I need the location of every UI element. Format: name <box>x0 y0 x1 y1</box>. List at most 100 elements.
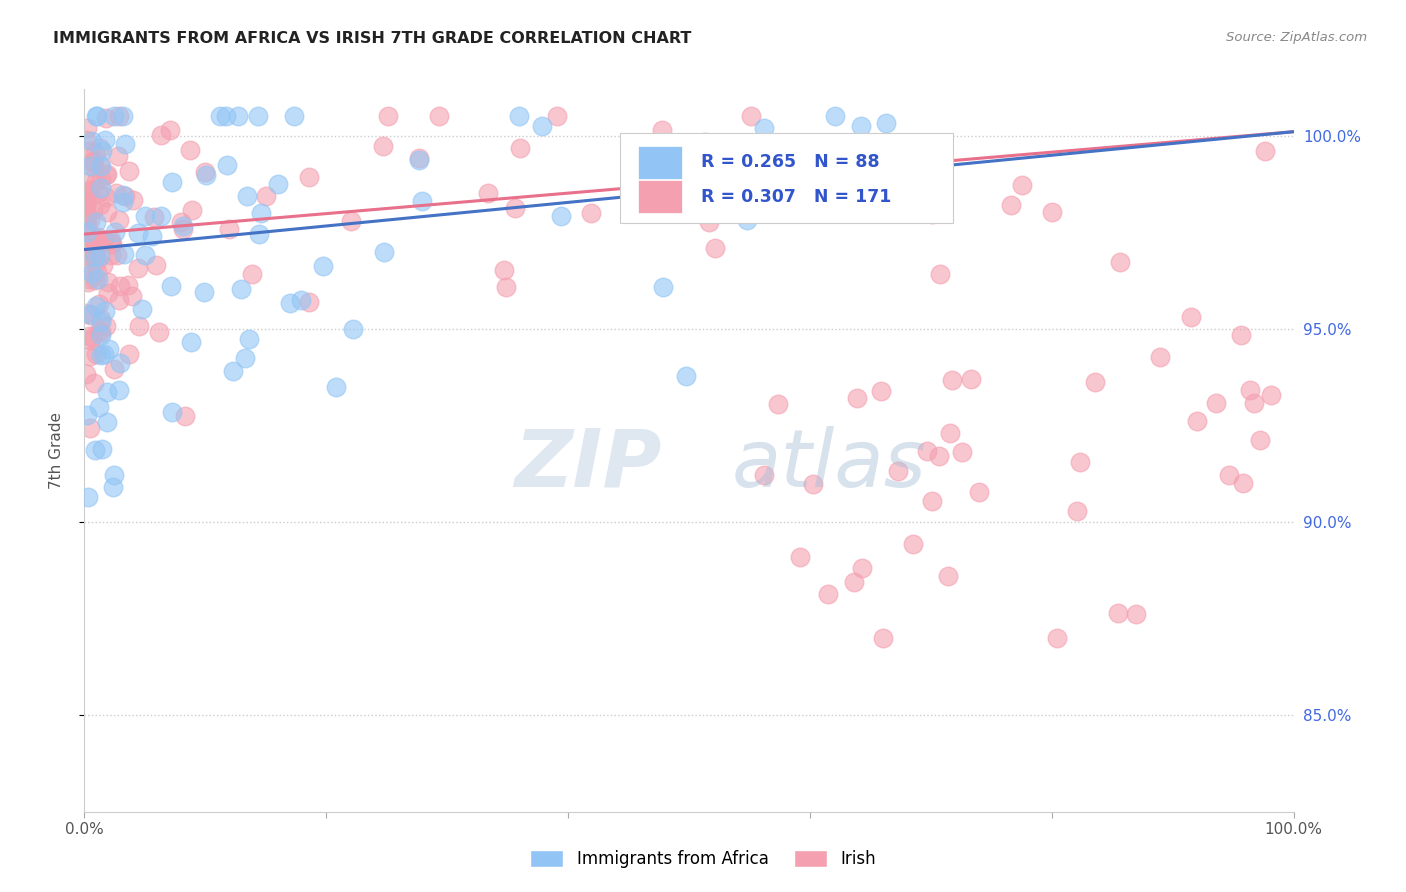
Point <box>83 161 105 175</box>
Point <box>110 356 132 370</box>
Point <box>1232 475 1254 490</box>
Point <box>939 426 962 441</box>
Point <box>240 268 263 282</box>
Point <box>266 178 288 192</box>
Point <box>546 109 568 123</box>
Point <box>650 168 672 182</box>
Point <box>90 326 112 340</box>
Point <box>76 120 98 135</box>
Point <box>90 159 112 173</box>
Point <box>1149 350 1171 364</box>
Point <box>84 249 107 263</box>
Point <box>969 485 991 500</box>
Point <box>1084 375 1107 389</box>
Point <box>97 285 120 300</box>
Point <box>101 481 124 495</box>
Point <box>80 172 103 186</box>
Point <box>79 144 101 158</box>
Point <box>846 391 869 405</box>
Point <box>150 128 173 143</box>
Point <box>82 203 104 218</box>
Point <box>903 537 925 551</box>
Point <box>82 153 104 168</box>
Point <box>1185 414 1208 428</box>
Point <box>76 207 98 221</box>
Point <box>851 561 873 575</box>
FancyBboxPatch shape <box>638 180 682 213</box>
Point <box>127 226 149 240</box>
Point <box>75 197 97 211</box>
Point <box>89 197 111 211</box>
Point <box>87 324 110 338</box>
Point <box>90 312 112 326</box>
Point <box>89 249 111 263</box>
Point <box>1066 504 1088 518</box>
Point <box>477 186 499 200</box>
Point <box>1180 310 1202 325</box>
Point <box>928 267 950 281</box>
Text: ZIP: ZIP <box>513 425 661 504</box>
Point <box>411 194 433 208</box>
Point <box>114 136 136 151</box>
Point <box>112 195 135 210</box>
Point <box>90 442 112 457</box>
Text: R = 0.265   N = 88: R = 0.265 N = 88 <box>702 153 880 171</box>
Point <box>87 186 110 200</box>
Point <box>127 260 149 275</box>
Point <box>75 133 97 147</box>
Point <box>80 333 103 347</box>
Point <box>377 109 399 123</box>
Point <box>503 202 526 216</box>
Point <box>283 109 305 123</box>
Point <box>103 467 125 482</box>
Point <box>735 212 758 227</box>
Point <box>86 254 108 268</box>
Point <box>84 299 107 313</box>
Point <box>90 348 112 362</box>
Point <box>75 241 97 255</box>
Point <box>1239 383 1261 397</box>
Point <box>1218 468 1240 483</box>
Point <box>83 376 105 391</box>
Point <box>76 194 98 208</box>
Point <box>700 204 723 219</box>
Point <box>651 123 673 137</box>
Point <box>86 265 108 279</box>
Point <box>84 346 107 360</box>
Point <box>83 443 105 458</box>
Point <box>82 267 104 281</box>
Point <box>103 362 125 376</box>
Point <box>851 120 873 134</box>
Point <box>89 400 111 414</box>
Point <box>145 258 167 272</box>
Point <box>172 219 194 234</box>
Point <box>90 144 112 158</box>
Point <box>87 297 110 311</box>
Point <box>238 332 260 346</box>
Point <box>90 172 112 186</box>
Point <box>217 159 239 173</box>
Point <box>118 163 141 178</box>
Point <box>82 330 104 344</box>
Point <box>817 587 839 601</box>
Point <box>76 211 98 225</box>
Point <box>668 193 690 207</box>
Point <box>94 303 117 318</box>
Point <box>94 189 117 203</box>
Point <box>117 278 139 293</box>
Point <box>235 189 257 203</box>
Point <box>90 328 112 343</box>
Point <box>218 222 240 236</box>
Point <box>1109 255 1132 269</box>
Point <box>79 184 101 198</box>
Point <box>93 233 115 247</box>
Point <box>79 159 101 173</box>
Point <box>247 109 270 123</box>
Point <box>105 186 128 200</box>
Point <box>83 145 105 160</box>
Point <box>76 217 98 231</box>
Point <box>740 109 762 123</box>
Point <box>917 444 939 458</box>
Point <box>79 307 101 321</box>
Point <box>83 273 105 287</box>
